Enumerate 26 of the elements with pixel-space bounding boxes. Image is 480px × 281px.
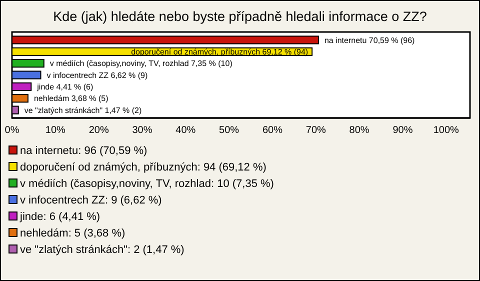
x-tick-label: 10% bbox=[45, 125, 66, 136]
x-tick-label: 60% bbox=[262, 125, 283, 136]
legend-label: doporučení od známých, příbuzných: 94 (69,12 %) bbox=[20, 162, 266, 174]
x-tick-label: 80% bbox=[349, 125, 370, 136]
x-tick-label: 30% bbox=[132, 125, 152, 136]
legend-label: ve "zlatých stránkách": 2 (1,47 %) bbox=[20, 244, 184, 256]
x-tick-label: 100% bbox=[433, 125, 460, 136]
legend-label: v infocentrech ZZ: 9 (6,62 %) bbox=[20, 194, 162, 206]
chart-title: Kde (jak) hledáte nebo byste případně hledali informace o ZZ? bbox=[53, 9, 427, 24]
legend-label: nehledám: 5 (3,68 %) bbox=[20, 228, 126, 240]
data-label: jinde 4,41 % (6) bbox=[36, 82, 94, 92]
x-tick-label: 90% bbox=[392, 125, 413, 136]
x-tick-label: 50% bbox=[219, 125, 240, 136]
x-tick-label: 20% bbox=[88, 125, 109, 136]
x-tick-label: 40% bbox=[176, 125, 196, 136]
data-label: ve "zlatých stránkách" 1,47 % (2) bbox=[24, 106, 142, 115]
x-tick-label: 70% bbox=[306, 125, 326, 136]
data-label: doporučení od známých, příbuzných 69,12 % (94) bbox=[131, 47, 308, 56]
x-tick-label: 0% bbox=[4, 125, 20, 136]
data-label: na internetu 70,59 % (96) bbox=[324, 36, 416, 45]
legend-label: jinde: 6 (4,41 %) bbox=[19, 211, 100, 223]
legend-label: na internetu: 96 (70,59 %) bbox=[20, 145, 148, 157]
data-label: nehledám 3,68 % (5) bbox=[34, 94, 109, 104]
data-label: v médiích (časopisy,noviny, TV, rozhlad 7,35 % (10) bbox=[50, 59, 233, 68]
data-label: v infocentrech ZZ 6,62 % (9) bbox=[46, 70, 148, 80]
legend-label: v médiích (časopisy,noviny, TV, rozhlad: 10 (7,35 %) bbox=[20, 178, 274, 190]
